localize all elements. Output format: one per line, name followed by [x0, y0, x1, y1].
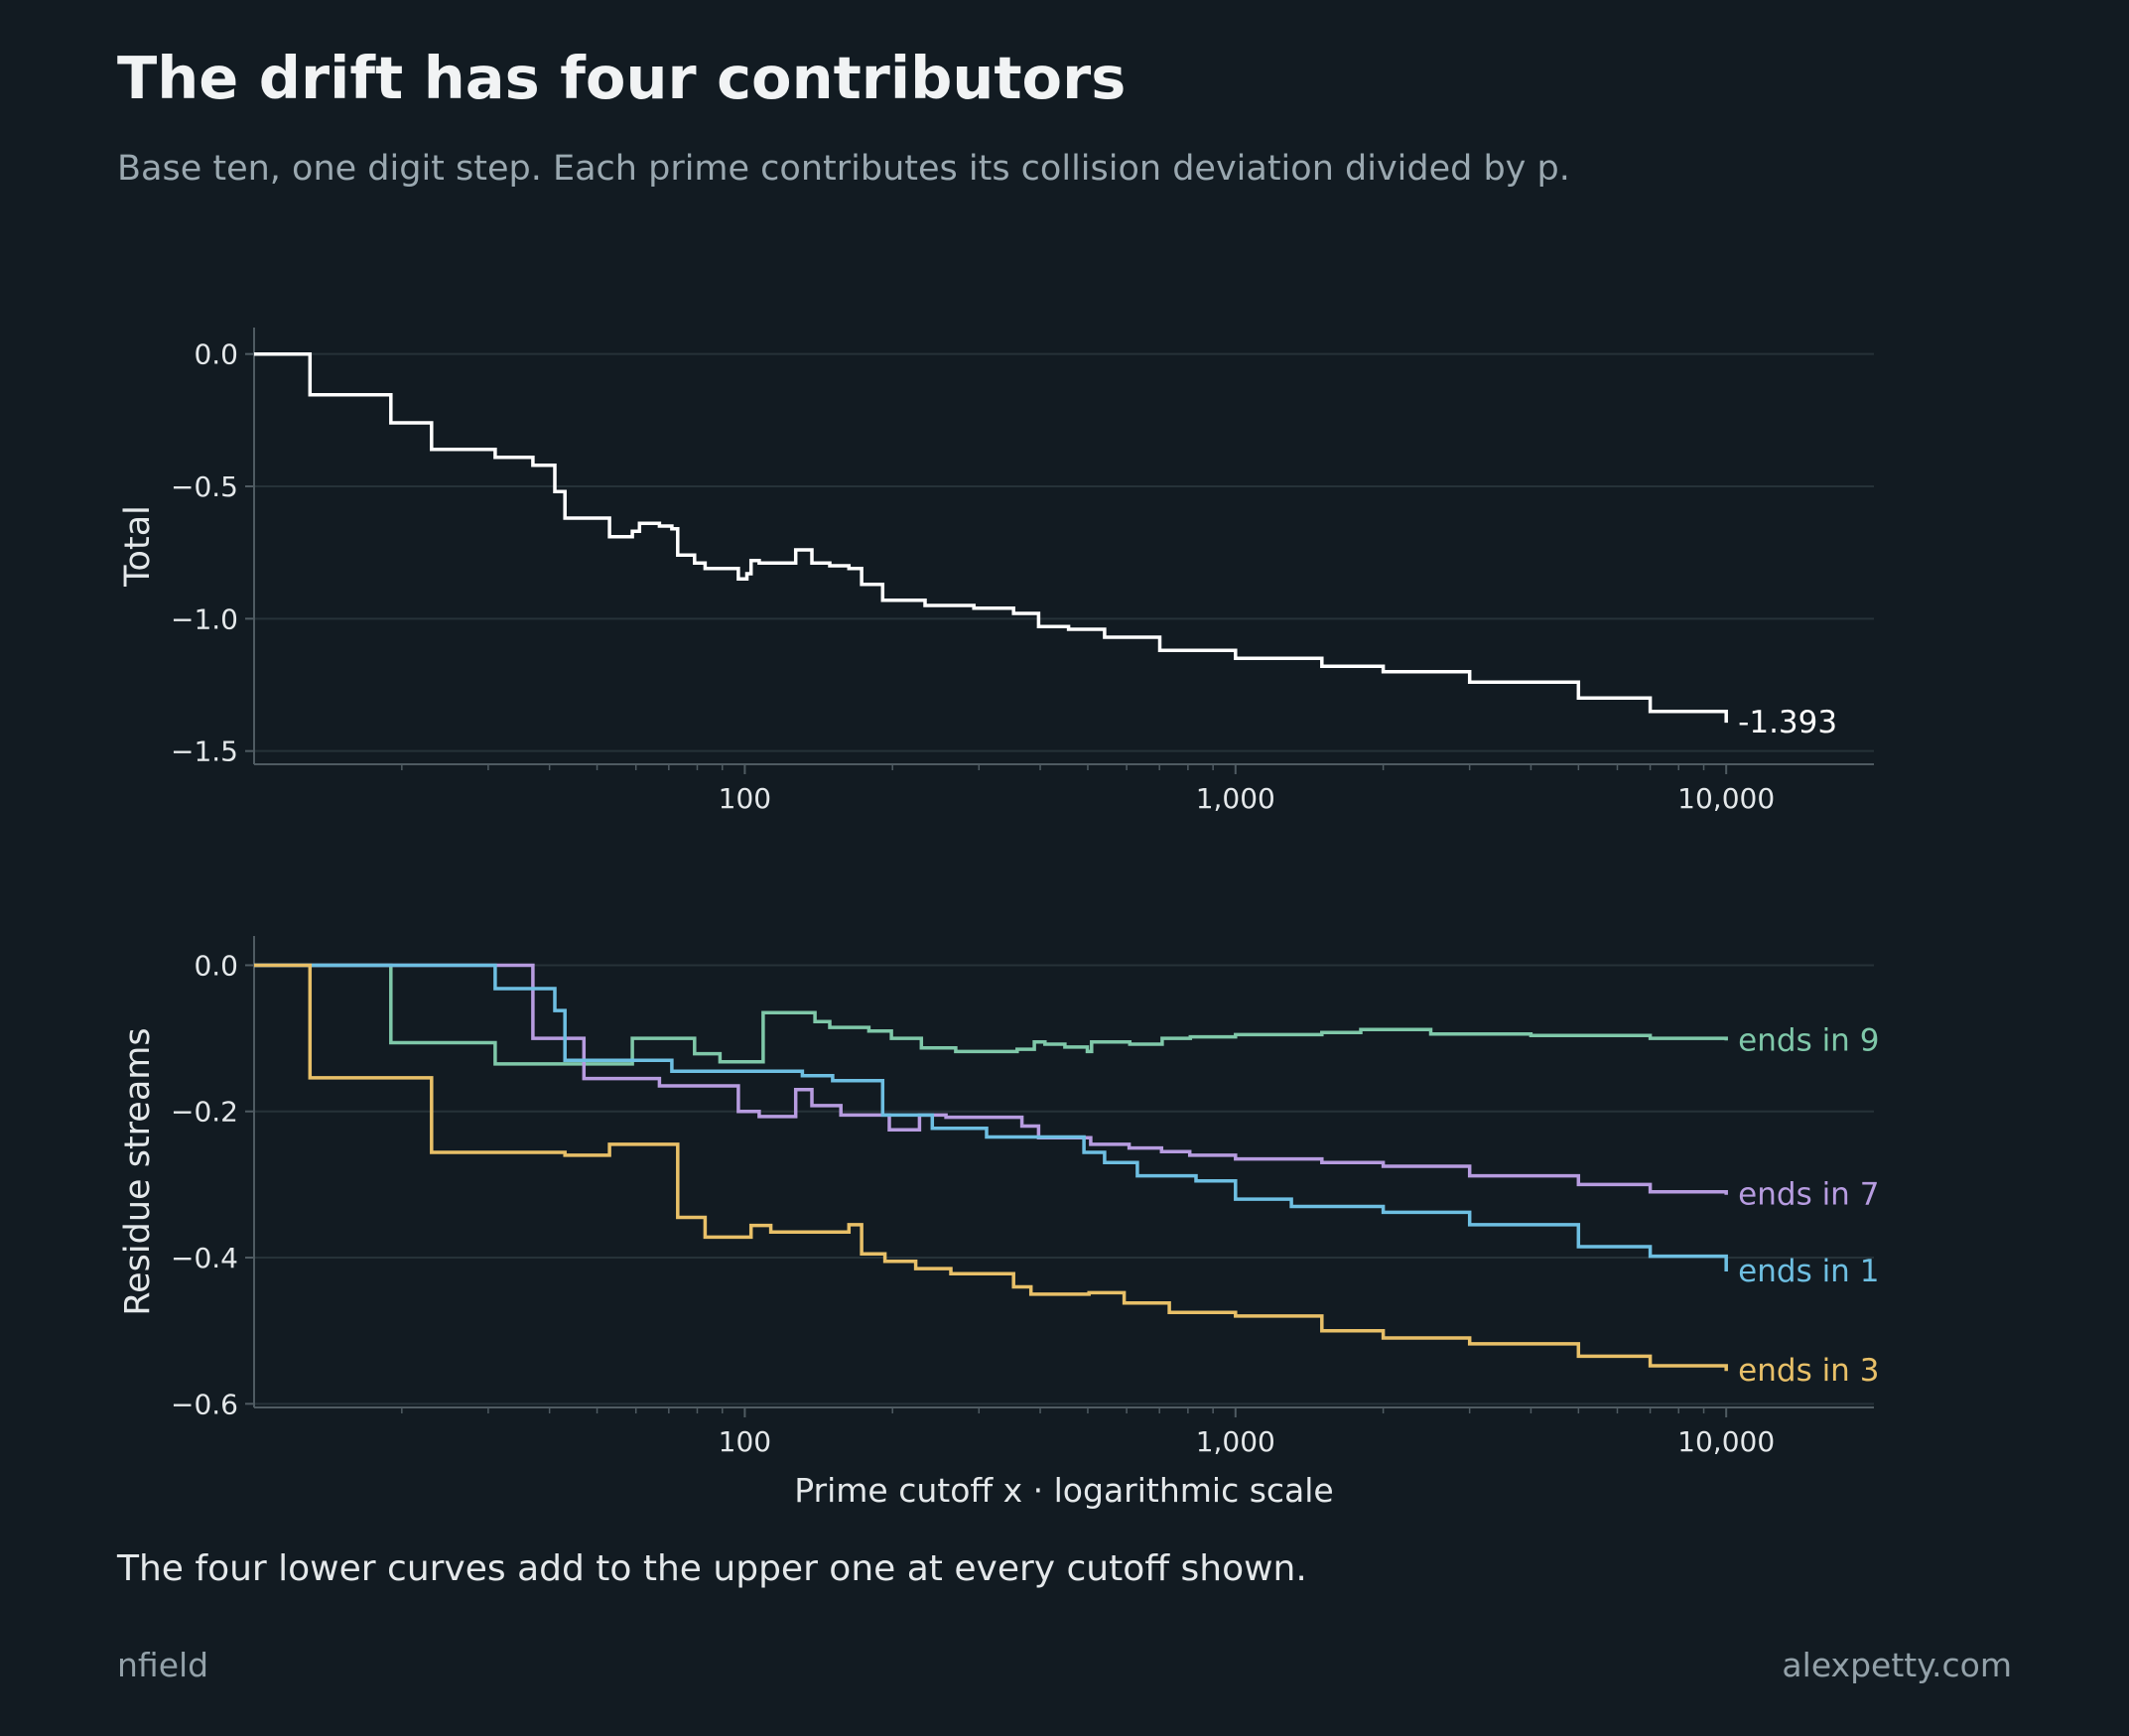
- x-tick-label: 10,000: [1677, 782, 1775, 815]
- x-tick-label: 100: [719, 1425, 771, 1458]
- y-tick-label: −0.4: [171, 1242, 238, 1274]
- chart-panel-1: 0.0 −0.5 −1.0 −1.5 100 1,000 10,000 Total -1.393: [118, 328, 1874, 815]
- footer-site: alexpetty.com: [1782, 1646, 2012, 1684]
- chart-panel-2: 0.0 −0.2 −0.4 −0.6 100 1,000 10,000 Residue str…: [118, 936, 1879, 1510]
- series-end-label: ends in 3: [1738, 1353, 1879, 1389]
- series-end-label: ends in 1: [1738, 1254, 1879, 1289]
- series-line-ends-in-9: [254, 963, 1728, 1066]
- series-end-label: ends in 7: [1738, 1177, 1879, 1213]
- series-end-label: -1.393: [1738, 705, 1837, 740]
- series-line-ends-in-3: [254, 963, 1728, 1372]
- chart-subtitle: Base ten, one digit step. Each prime con…: [117, 149, 1570, 189]
- footer-source: nfield: [117, 1646, 209, 1684]
- y-tick-label: −1.5: [171, 735, 238, 768]
- x-tick-label: 1,000: [1196, 782, 1275, 815]
- series-line-total: [254, 351, 1728, 724]
- y-tick-label: −1.0: [171, 602, 238, 635]
- chart-caption: The four lower curves add to the upper o…: [117, 1548, 1307, 1589]
- x-tick-label: 100: [719, 782, 771, 815]
- y-axis-label: Residue streams: [118, 1027, 158, 1315]
- series-line-ends-in-1: [254, 963, 1728, 1271]
- y-tick-label: −0.5: [171, 470, 238, 503]
- y-axis-label: Total: [118, 505, 158, 588]
- x-axis-label: Prime cutoff x · logarithmic scale: [794, 1471, 1334, 1510]
- y-tick-label: 0.0: [194, 949, 238, 982]
- x-tick-label: 1,000: [1196, 1425, 1275, 1458]
- series-end-label: ends in 9: [1738, 1022, 1879, 1058]
- y-tick-label: −0.2: [171, 1096, 238, 1129]
- series-line-ends-in-7: [254, 963, 1728, 1195]
- y-tick-label: 0.0: [194, 338, 238, 371]
- y-tick-label: −0.6: [171, 1388, 238, 1420]
- x-tick-label: 10,000: [1677, 1425, 1775, 1458]
- chart-title: The drift has four contributors: [117, 44, 1127, 112]
